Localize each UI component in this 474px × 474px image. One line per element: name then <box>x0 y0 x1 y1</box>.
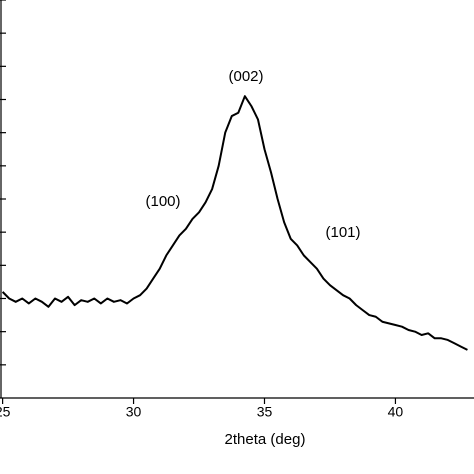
peak-annotation: (002) <box>228 68 263 85</box>
x-tick-label: 35 <box>257 404 273 420</box>
peak-annotation: (101) <box>325 224 360 241</box>
peak-annotation: (100) <box>145 193 180 210</box>
x-axis-label: 2theta (deg) <box>225 431 306 448</box>
x-tick-label: 30 <box>126 404 142 420</box>
data-line <box>1 95 468 351</box>
x-tick-label: 25 <box>0 404 11 420</box>
x-tick-label: 40 <box>388 404 404 420</box>
